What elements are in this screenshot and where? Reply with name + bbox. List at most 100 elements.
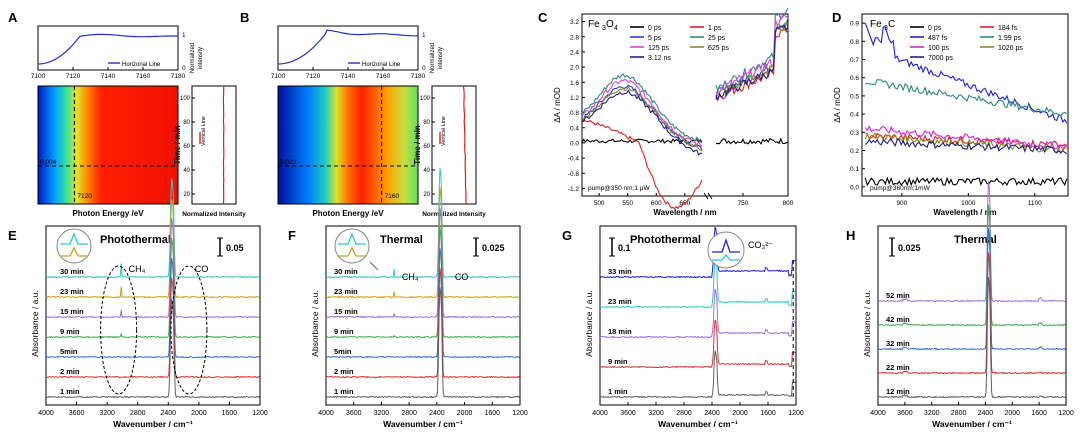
legend-label-c-4: 125 ps (648, 45, 670, 52)
series-label-f-4: 5min (334, 347, 352, 356)
series-f-6 (325, 287, 521, 399)
scale-label-h: 0.025 (898, 243, 921, 253)
ytick-label-d: 0.0 (850, 184, 859, 191)
series-label-g-3: 9 min (608, 357, 628, 366)
side-ytick-label-b: 60 (423, 144, 430, 150)
ylabel-h: Absorbance / a.u. (862, 290, 872, 357)
heatmap-frame-b (277, 85, 419, 205)
ytick-label-d: 0.2 (850, 148, 859, 155)
ytick-label-d: 0.3 (850, 130, 859, 137)
title-d: Fe (870, 19, 882, 30)
xtick-label-c: 500 (594, 200, 605, 207)
heatmap-xlabel-b: Photon Energy /eV (312, 209, 384, 218)
ytick-label-c: 2.8 (570, 34, 579, 41)
scale-label-e: 0.05 (226, 243, 244, 253)
side-xlabel-b: Normalized Intensity (422, 211, 486, 218)
top-xtick-label-b: 7100 (271, 73, 286, 80)
series-label-e-5: 2 min (60, 367, 80, 376)
legend-label-d-6: 7000 ps (928, 55, 953, 62)
series-label-e-3: 9 min (60, 327, 80, 336)
top-xtick-label-a: 7160 (136, 73, 151, 80)
legend-label-d-5: 1020 ps (998, 45, 1023, 52)
plot-frame-c (581, 13, 789, 197)
axis-break-c (707, 192, 713, 200)
series-h-1 (877, 204, 1066, 327)
ytick-label-c: 1.6 (570, 80, 579, 87)
series-label-g-1: 23 min (608, 297, 632, 306)
title-d2: C (888, 19, 895, 30)
note-c: pump@350 nm;1 μW (588, 185, 651, 192)
xtick-label-h: 2800 (951, 410, 967, 417)
series-d-6 (864, 138, 1067, 155)
top-legend-a: Horizonal Line (122, 62, 161, 68)
xtick-label-e: 1200 (252, 410, 268, 417)
xtick-label-d: 1100 (1028, 200, 1042, 207)
side-ylabel-a: Time / min (173, 125, 182, 165)
legend-label-d-3: 1.99 ps (998, 35, 1021, 42)
ytick-label-d: 0.7 (850, 57, 859, 64)
series-label-e-6: 1 min (60, 387, 80, 396)
series-c-b-0 (715, 137, 789, 145)
xtick-label-c: 800 (783, 200, 794, 207)
series-label-h-0: 52 min (886, 291, 910, 300)
xtick-label-f: 2800 (401, 410, 417, 417)
title-c: Fe (588, 19, 600, 30)
inset-peak-1-g (712, 237, 740, 253)
series-g-2 (599, 288, 796, 339)
series-label-g-2: 18 min (608, 327, 632, 336)
ytick-label-d: 0.6 (850, 75, 859, 82)
panel-label-H: H (846, 228, 855, 243)
top-xtick-label-a: 7100 (31, 73, 46, 80)
inset-peak-1-f (338, 232, 366, 245)
xlabel-g: Wavenumber / cm⁻¹ (658, 419, 738, 429)
top-xtick-label-a: 7120 (66, 73, 81, 80)
xtick-label-h: 3600 (897, 410, 913, 417)
series-label-h-4: 12 min (886, 387, 910, 396)
top-xtick-label-b: 7160 (376, 73, 391, 80)
top-xtick-label-a: 7140 (101, 73, 116, 80)
panel-label-C: C (538, 10, 548, 25)
ellipse-co-e (170, 265, 208, 395)
series-f-5 (325, 268, 521, 379)
ylabel-c: ΔA / mOD (553, 87, 562, 123)
legend-label-d-4: 100 ps (928, 45, 950, 52)
top-curve-b (277, 29, 419, 65)
xtick-label-g: 3200 (648, 410, 664, 417)
top-ylabel-a: Normalized (190, 43, 196, 73)
top-ytick-0-a: 0 (182, 65, 186, 72)
xtick-label-d: 900 (896, 200, 907, 207)
xtick-label-e: 3200 (99, 410, 115, 417)
title-h: Thermal (954, 234, 997, 246)
ellipse-ch4-e (100, 265, 138, 395)
ytick-label-c: 2.0 (570, 65, 579, 72)
side-plot-frame-a (191, 85, 237, 205)
series-label-f-6: 1 min (334, 387, 354, 396)
inset-arrow-f (369, 261, 379, 271)
series-e-5 (45, 277, 260, 379)
title-e: Photothermal (100, 234, 171, 246)
series-c-b-1 (715, 24, 789, 101)
title-c2: O (606, 19, 614, 30)
annotation-co3-g: CO₃²⁻ (748, 240, 773, 250)
heatmap-marker-value-a: 0.004 (40, 159, 57, 166)
ylabel-f: Absorbance / a.u. (310, 290, 320, 357)
side-ytick-label-a: 40 (183, 168, 190, 174)
series-f-2 (325, 207, 520, 319)
ytick-label-c: 0.0 (570, 140, 579, 147)
xtick-label-h: 2000 (1004, 410, 1020, 417)
xtick-label-g: 4000 (592, 410, 608, 417)
series-c-b-4 (715, 14, 789, 96)
title-f: Thermal (380, 234, 423, 246)
heatmap-xlabel-a: Photon Energy /eV (72, 209, 144, 218)
series-e-0 (45, 178, 260, 279)
xtick-label-h: 1200 (1058, 410, 1074, 417)
series-label-e-1: 23 min (60, 287, 84, 296)
side-ytick-label-a: 60 (183, 144, 190, 150)
ytick-label-d: 0.1 (850, 166, 859, 173)
xtick-label-g: 3600 (620, 410, 636, 417)
annotation-co-f: CO (455, 272, 469, 282)
xlabel-d: Wavelength / nm (933, 208, 996, 217)
top-xtick-label-b: 7140 (341, 73, 356, 80)
series-d-3 (865, 79, 1068, 117)
